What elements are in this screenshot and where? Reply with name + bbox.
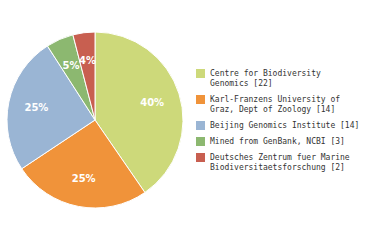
- legend-swatch: [196, 69, 205, 78]
- slices: [7, 32, 183, 208]
- legend-swatch: [196, 153, 205, 162]
- legend-entry: Mined from GenBank, NCBI [3]: [210, 137, 345, 146]
- data-labels: 40% 25% 25% 5%4%: [24, 55, 164, 184]
- legend-swatch: [196, 121, 205, 130]
- data-label: 25%: [72, 173, 96, 184]
- pie-slice: [7, 46, 95, 169]
- data-label: 5%: [63, 60, 80, 71]
- legend-entry: Centre for BiodiversityGenomics [22]: [210, 69, 321, 88]
- legend-entry: Beijing Genomics Institute [14]: [210, 121, 359, 130]
- legend-entry: Deutsches Zentrum fuer MarineBiodiversit…: [210, 153, 350, 172]
- data-label: 40%: [140, 97, 164, 108]
- chart-svg: 40% 25% 25% 5%4% Centre for BiodiversityGeno…: [0, 0, 380, 240]
- data-label: 25%: [24, 102, 48, 113]
- chart-container: 40% 25% 25% 5%4% Centre for BiodiversityGeno…: [0, 0, 380, 240]
- pie-slice: [73, 32, 95, 120]
- legend: Centre for BiodiversityGenomics [22] Karl…: [196, 69, 359, 172]
- legend-swatch: [196, 95, 205, 104]
- legend-entry: Karl-Franzens University ofGraz, Dept of…: [210, 95, 340, 114]
- background: [0, 0, 380, 240]
- legend-swatch: [196, 137, 205, 146]
- data-label: 4%: [79, 55, 96, 66]
